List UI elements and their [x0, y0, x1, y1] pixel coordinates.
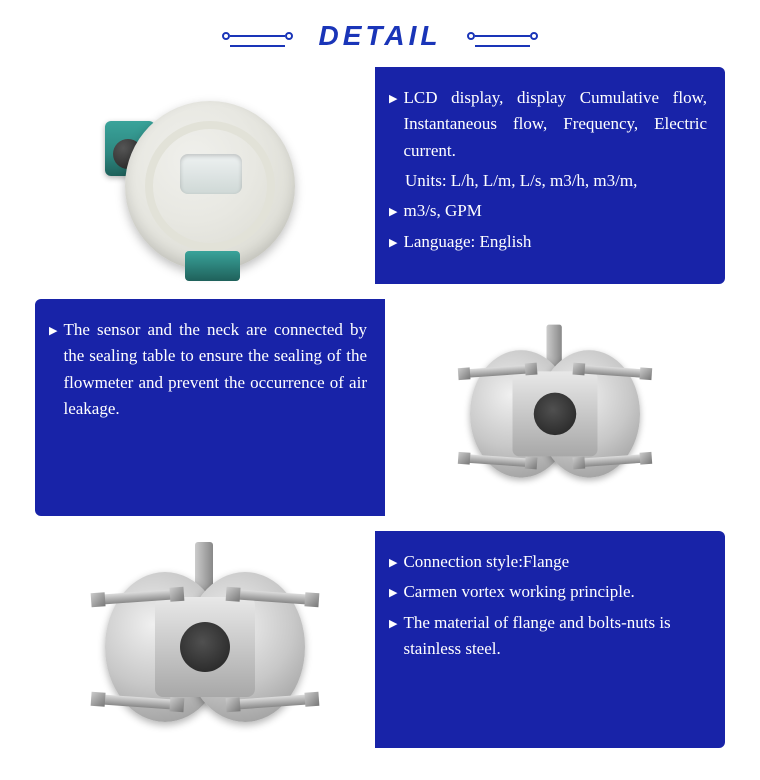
bullet-text: Connection style:Flange — [403, 549, 707, 575]
header-bar: DETAIL — [0, 0, 760, 67]
detail-panel: ▶ LCD display, display Cumulative flow, I… — [35, 67, 725, 284]
bullet-line: ▶ The material of flange and bolts-nuts i… — [389, 610, 707, 663]
triangle-bullet-icon: ▶ — [389, 91, 397, 108]
triangle-bullet-icon: ▶ — [389, 616, 397, 633]
detail-panel: ▶ Connection style:Flange ▶ Carmen vortex w… — [35, 531, 725, 748]
bullet-text: LCD display, display Cumulative flow, In… — [403, 85, 707, 164]
triangle-bullet-icon: ▶ — [389, 555, 397, 572]
lcd-display-head-icon — [105, 76, 305, 276]
bullet-text: Carmen vortex working principle. — [403, 579, 707, 605]
bullet-line: ▶ Language: English — [389, 229, 707, 255]
circuit-decoration-left-icon — [222, 32, 293, 40]
flange-sensor-icon — [95, 542, 315, 737]
bullet-text: The sensor and the neck are connected by… — [63, 317, 367, 422]
bullet-line: ▶ Carmen vortex working principle. — [389, 579, 707, 605]
triangle-bullet-icon: ▶ — [389, 204, 397, 221]
flange-sensor-icon — [462, 325, 649, 491]
product-image — [35, 531, 375, 748]
triangle-bullet-icon: ▶ — [389, 585, 397, 602]
detail-panel: ▶ The sensor and the neck are connected b… — [35, 299, 725, 516]
bullet-line: ▶ LCD display, display Cumulative flow, I… — [389, 85, 707, 164]
panel-text-block: ▶ The sensor and the neck are connected b… — [35, 299, 385, 516]
triangle-bullet-icon: ▶ — [389, 235, 397, 252]
bullet-line: Units: L/h, L/m, L/s, m3/h, m3/m, — [389, 168, 707, 194]
bullet-line: ▶ Connection style:Flange — [389, 549, 707, 575]
bullet-text: m3/s, GPM — [403, 198, 707, 224]
product-image — [35, 67, 375, 284]
bullet-text: The material of flange and bolts-nuts is… — [403, 610, 707, 663]
panel-text-block: ▶ Connection style:Flange ▶ Carmen vortex w… — [375, 531, 725, 748]
triangle-bullet-icon: ▶ — [49, 323, 57, 340]
bullet-text: Language: English — [403, 229, 707, 255]
circuit-decoration-right-icon — [467, 32, 538, 40]
bullet-line: ▶ The sensor and the neck are connected b… — [49, 317, 367, 422]
bullet-text: Units: L/h, L/m, L/s, m3/h, m3/m, — [389, 168, 707, 194]
panel-text-block: ▶ LCD display, display Cumulative flow, I… — [375, 67, 725, 284]
page-title: DETAIL — [318, 20, 441, 52]
product-image — [385, 299, 725, 516]
bullet-line: ▶ m3/s, GPM — [389, 198, 707, 224]
